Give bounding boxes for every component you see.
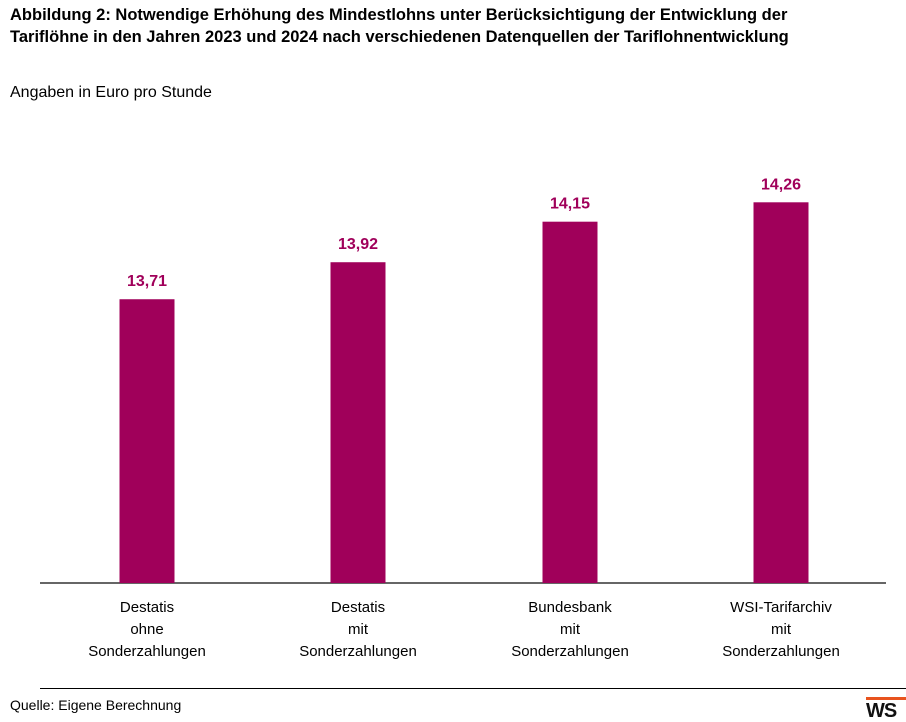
category-label-4-line-3: Sonderzahlungen <box>722 643 840 660</box>
category-label-4-line-2: mit <box>771 621 792 638</box>
bar-value-label-1: 13,71 <box>127 273 167 290</box>
category-label-2-line-3: Sonderzahlungen <box>299 643 417 660</box>
bar-value-label-4: 14,26 <box>761 176 801 193</box>
logo-accent-bar <box>866 697 906 700</box>
bar-chart: 13,71 Destatis ohne Sonderzahlungen 13,92 Des… <box>40 176 886 660</box>
chart-title-line-2: Tariflöhne in den Jahren 2023 und 2024 n… <box>10 28 789 46</box>
chart-subtitle: Angaben in Euro pro Stunde <box>10 84 212 101</box>
category-label-3-line-3: Sonderzahlungen <box>511 643 629 660</box>
category-label-3-line-1: Bundesbank <box>528 599 612 616</box>
category-label-1-line-1: Destatis <box>120 599 174 616</box>
category-label-4-line-1: WSI-Tarifarchiv <box>730 599 832 616</box>
bar-value-label-3: 14,15 <box>550 196 590 213</box>
category-label-1-line-3: Sonderzahlungen <box>88 643 206 660</box>
footer-divider <box>40 688 906 689</box>
logo-text: WS <box>866 700 897 722</box>
bar-4 <box>753 202 809 584</box>
bar-1 <box>119 299 175 583</box>
source-note: Quelle: Eigene Berechnung <box>10 697 182 713</box>
wsi-logo: WS <box>866 697 906 722</box>
bar-value-label-2: 13,92 <box>338 236 378 253</box>
chart-title-line-1: Abbildung 2: Notwendige Erhöhung des Min… <box>10 6 788 24</box>
category-label-1-line-2: ohne <box>130 621 163 638</box>
category-label-2-line-2: mit <box>348 621 369 638</box>
bar-3 <box>542 221 598 583</box>
chart-title: Abbildung 2: Notwendige Erhöhung des Min… <box>10 4 900 48</box>
category-label-3-line-2: mit <box>560 621 581 638</box>
bar-2 <box>330 262 386 583</box>
category-label-2-line-1: Destatis <box>331 599 385 616</box>
